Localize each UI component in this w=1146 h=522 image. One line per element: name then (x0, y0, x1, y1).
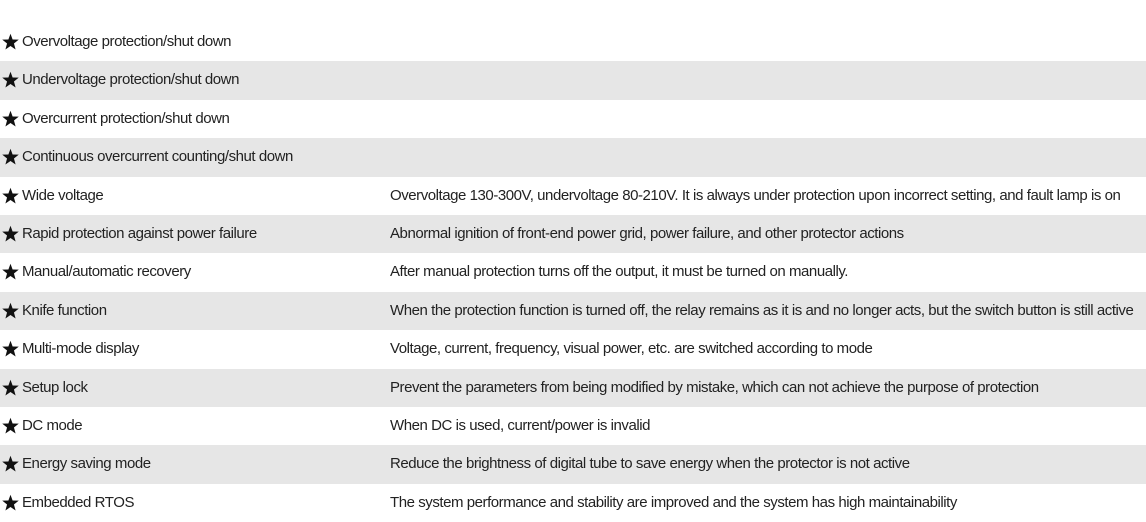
table-row: Continuous overcurrent counting/shut dow… (0, 138, 1146, 177)
star-shape (2, 264, 19, 280)
table-row: Setup lock Prevent the parameters from be… (0, 368, 1146, 407)
feature-table: Overvoltage protection/shut down Undervol… (0, 23, 1146, 522)
feature-name: Wide voltage (22, 186, 104, 204)
star-shape (2, 379, 19, 396)
feature-description: Reduce the brightness of digital tube to… (390, 455, 910, 473)
table-row: Multi-mode display Voltage, current, freq… (0, 330, 1146, 368)
star-shape (2, 494, 19, 511)
star-icon (2, 72, 19, 88)
star-icon (2, 110, 19, 127)
star-shape (2, 340, 19, 357)
star-icon (2, 456, 19, 472)
star-icon (2, 340, 19, 357)
feature-description: After manual protection turns off the ou… (390, 263, 849, 281)
feature-description: The system performance and stability are… (390, 493, 957, 511)
feature-description: Overvoltage 130-300V, undervoltage 80-21… (390, 186, 1121, 204)
star-icon (2, 379, 19, 396)
feature-name: Undervoltage protection/shut down (22, 71, 239, 89)
star-shape (2, 225, 19, 242)
star-icon (2, 264, 19, 280)
feature-name: DC mode (22, 416, 83, 434)
feature-description: Abnormal ignition of front-end power gri… (390, 224, 904, 242)
feature-name: Overcurrent protection/shut down (22, 109, 230, 127)
feature-name: Manual/automatic recovery (22, 263, 191, 281)
feature-description: Prevent the parameters from being modifi… (390, 378, 1039, 396)
feature-name: Overvoltage protection/shut down (22, 33, 232, 50)
feature-description: When the protection function is turned o… (390, 301, 1134, 319)
star-icon (2, 417, 19, 434)
feature-name: Embedded RTOS (22, 493, 134, 511)
star-shape (2, 456, 19, 472)
table-row: DC mode When DC is used, current/power is… (0, 407, 1146, 445)
table-row: Energy saving mode Reduce the brightness … (0, 445, 1146, 484)
feature-description: Voltage, current, frequency, visual powe… (390, 340, 873, 358)
table-row: Overcurrent protection/shut down (0, 100, 1146, 138)
table-row: Embedded RTOS The system performance and … (0, 484, 1146, 522)
star-icon (2, 33, 19, 50)
star-shape (2, 187, 19, 204)
star-shape (2, 148, 19, 165)
feature-name: Knife function (22, 301, 107, 319)
star-icon (2, 148, 19, 165)
star-shape (2, 33, 19, 50)
table-row: Wide voltage Overvoltage 130-300V, underv… (0, 177, 1146, 215)
feature-description: When DC is used, current/power is invali… (390, 416, 650, 434)
table-row: Knife function When the protection functi… (0, 291, 1146, 331)
star-icon (2, 494, 19, 511)
star-shape (2, 110, 19, 127)
table-row: Manual/automatic recovery After manual pr… (0, 253, 1146, 291)
feature-name: Continuous overcurrent counting/shut dow… (22, 148, 293, 166)
table-row: Rapid protection against power failure Ab… (0, 214, 1146, 254)
star-shape (2, 72, 19, 88)
feature-name: Energy saving mode (22, 455, 151, 473)
star-icon (2, 187, 19, 204)
feature-name: Rapid protection against power failure (22, 224, 257, 242)
table-row: Undervoltage protection/shut down (0, 61, 1146, 100)
feature-name: Setup lock (22, 378, 88, 396)
star-shape (2, 417, 19, 434)
star-shape (2, 302, 19, 319)
feature-name: Multi-mode display (22, 340, 139, 358)
star-icon (2, 225, 19, 242)
star-icon (2, 302, 19, 319)
table-row: Overvoltage protection/shut down (0, 23, 1146, 61)
